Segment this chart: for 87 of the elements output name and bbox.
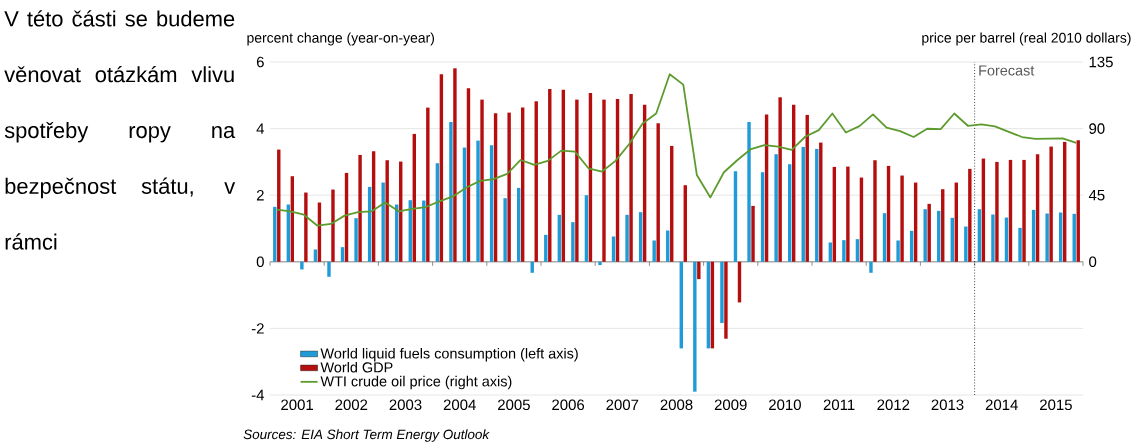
y2-axis-title: price per barrel (real 2010 dollars): [922, 32, 1131, 46]
x-tick-label: 2003: [389, 399, 422, 411]
bar: [629, 93, 633, 262]
bar: [720, 261, 724, 324]
bar: [480, 99, 484, 262]
bar: [358, 154, 362, 262]
y-tick-label: 4: [256, 123, 265, 134]
bar: [575, 99, 579, 262]
y-axis-title: percent change (year-on-year): [247, 32, 435, 46]
bar: [747, 121, 751, 262]
bar: [778, 97, 782, 262]
bar: [602, 99, 606, 262]
y2-tick-label: 90: [1089, 123, 1105, 134]
bar: [453, 68, 457, 262]
text: V této části se budeme věnovat otázkám vlivu spotřeby ropy na bezpečnost státu, v rámci: [4, 10, 236, 250]
bar: [300, 261, 304, 270]
bar: [1018, 227, 1022, 262]
x-tick-label: 2010: [769, 399, 801, 411]
x-tick-label: 2005: [498, 399, 530, 411]
bar: [991, 214, 995, 262]
legend-label: World GDP: [320, 361, 393, 373]
bar: [652, 240, 656, 262]
bar: [896, 240, 900, 262]
x-tick-label: 2007: [606, 399, 639, 411]
bar: [873, 160, 877, 262]
bar: [656, 123, 660, 262]
x-tick-label: 2011: [823, 399, 855, 411]
y2-tick-label: 135: [1089, 56, 1113, 68]
x-tick-label: 2002: [335, 399, 368, 411]
x-tick-label: 2014: [985, 399, 1018, 411]
bar: [751, 205, 755, 262]
x-tick-label: 2004: [443, 399, 476, 411]
bar: [313, 249, 318, 262]
bar: [1049, 146, 1053, 262]
bar: [1022, 159, 1026, 262]
bar: [927, 203, 931, 262]
x-tick-label: 2013: [931, 399, 964, 411]
bar: [449, 121, 453, 262]
bar: [625, 214, 629, 262]
x-tick-label: 2001: [281, 399, 313, 411]
legend-label: World liquid fuels consumption (left axis): [320, 347, 578, 362]
bar: [900, 175, 904, 262]
y2-tick-label: 0: [1089, 256, 1097, 268]
x-tick-label: 2015: [1040, 399, 1072, 411]
source-note: Sources: EIA Short Term Energy Outlook: [243, 429, 490, 442]
bar: [774, 154, 778, 262]
bar: [331, 189, 335, 262]
bar: [666, 230, 670, 262]
ref-line-label: Forecast: [979, 65, 1035, 76]
bar: [923, 209, 927, 262]
x-tick-label: 2008: [660, 399, 693, 411]
bar: [693, 261, 697, 392]
y-tick-label: 6: [256, 56, 264, 68]
y-tick-label: -2: [251, 323, 264, 334]
y-tick-label: 2: [256, 189, 264, 201]
bar: [869, 261, 873, 273]
bar: [968, 168, 972, 262]
bar: [1045, 213, 1049, 262]
legend-label: WTI crude oil price (right axis): [320, 375, 512, 390]
bar: [354, 218, 358, 262]
y-tick-label: -4: [251, 389, 265, 401]
bar: [724, 261, 728, 339]
bar: [846, 166, 850, 262]
bar: [855, 239, 860, 262]
bar: [611, 236, 616, 262]
y2-tick-label: 45: [1088, 189, 1105, 201]
bar: [995, 161, 999, 262]
bar: [598, 261, 602, 266]
bar: [381, 182, 385, 262]
x-tick-label: 2006: [552, 399, 585, 411]
bar: [503, 198, 507, 262]
x-tick-label: 2009: [714, 399, 747, 411]
bar: [426, 107, 430, 262]
bar: [304, 192, 308, 262]
bar: [571, 222, 575, 262]
bar: [476, 140, 480, 262]
bar: [385, 160, 389, 262]
bar: [340, 247, 345, 262]
bar: [842, 240, 846, 262]
bar: [507, 112, 511, 262]
bar: [327, 261, 331, 277]
bar: [964, 226, 968, 262]
y-tick-label: 0: [256, 256, 264, 268]
bar: [697, 261, 701, 280]
bar: [422, 200, 426, 262]
bar: [828, 242, 833, 262]
x-tick-label: 2012: [877, 399, 910, 411]
